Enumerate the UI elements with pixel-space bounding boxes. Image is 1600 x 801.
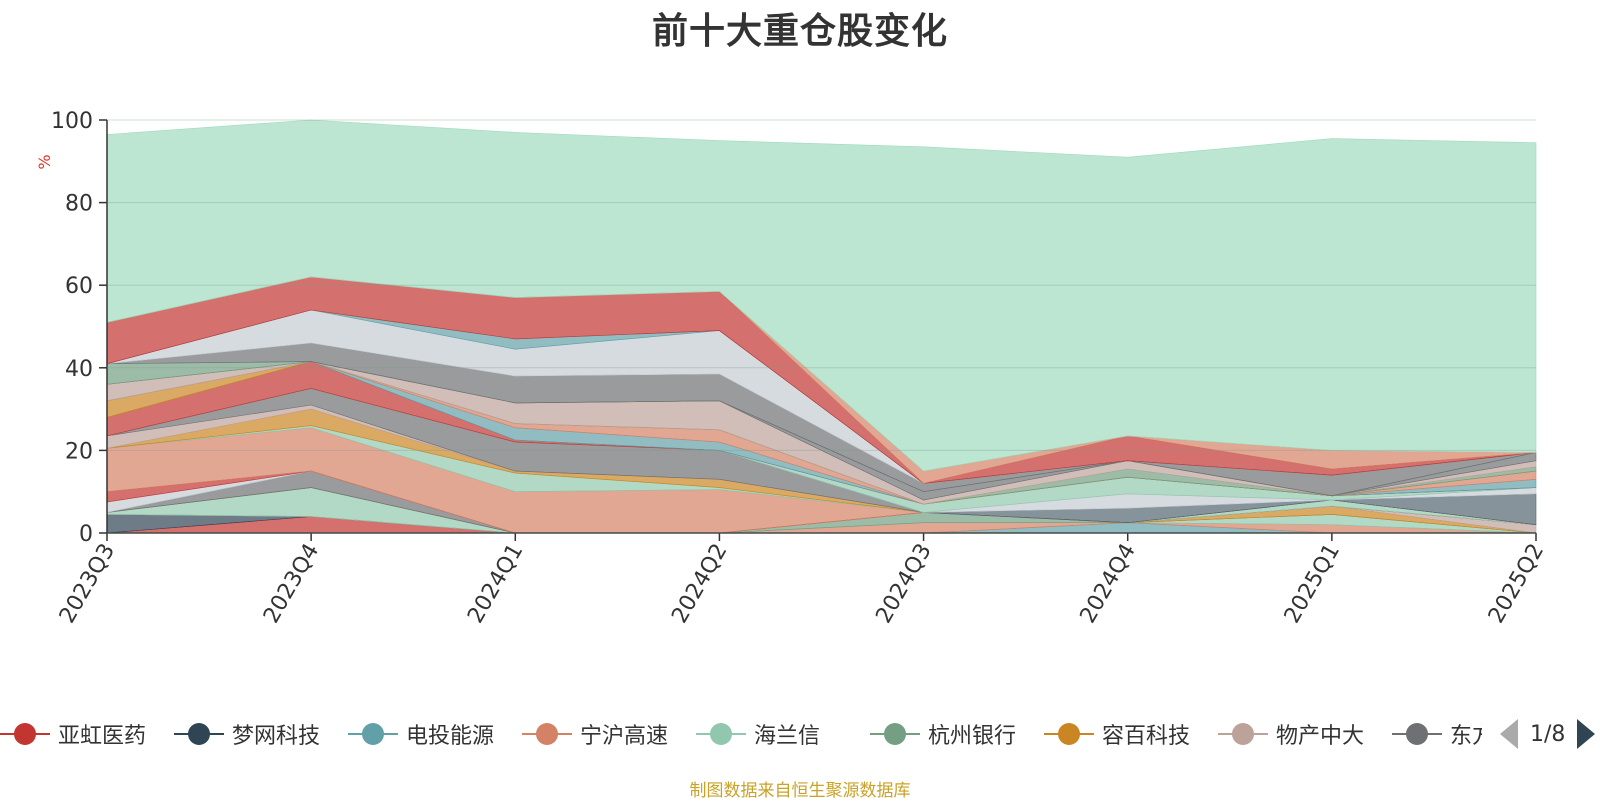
x-tick-label: 2024Q2 [667,540,732,628]
legend-label: 海兰信 [754,724,821,749]
legend-swatch-icon [870,719,920,749]
legend-swatch-icon [1044,719,1094,749]
x-tick-label: 2025Q2 [1484,540,1549,628]
x-tick-label: 2024Q3 [871,540,936,628]
legend-swatch-icon [0,719,50,749]
legend-swatch-icon [522,719,572,749]
legend-swatch-icon [1218,719,1268,749]
source-note: 制图数据来自恒生聚源数据库 [689,781,911,801]
legend-label: 亚虹医药 [58,724,147,749]
legend-item[interactable]: 亚虹医药 [0,714,146,754]
legend-item[interactable]: 物产中大 [1218,714,1364,754]
legend-label: 东方财富 [1450,724,1482,749]
legend-item[interactable]: 电投能源 [348,714,494,754]
legend-swatch-icon [696,719,746,749]
y-tick-label: 0 [79,522,93,547]
legend-item[interactable]: 海兰信 [696,714,820,754]
legend: 亚虹医药梦网科技电投能源宁沪高速海兰信杭州银行容百科技物产中大东方财富其他 [0,714,1600,754]
legend-label: 梦网科技 [232,724,321,749]
x-tick-label: 2023Q4 [259,540,324,628]
legend-item[interactable]: 梦网科技 [174,714,320,754]
legend-page-indicator: 1/8 [1530,721,1566,747]
y-tick-label: 60 [65,274,93,299]
y-axis-unit-label: % [35,154,54,169]
area-series-33 [106,119,1537,472]
area-layer [106,119,1537,534]
stacked-area-chart: 0 20 40 60 80 100% 2023Q3 2023Q4 2024Q1 2024Q2 202… [35,109,1549,628]
legend-label: 物产中大 [1276,724,1365,749]
legend-label: 宁沪高速 [580,724,669,749]
legend-label: 杭州银行 [928,724,1017,749]
x-tick-label: 2024Q4 [1076,540,1141,628]
legend-swatch-icon [174,719,224,749]
x-tick-label: 2025Q1 [1280,540,1345,628]
legend-prev-page-icon[interactable] [1500,719,1518,749]
x-tick-label: 2023Q3 [55,540,120,628]
legend-swatch-icon [348,719,398,749]
legend-label: 电投能源 [406,724,495,749]
legend-item[interactable]: 东方财富 [1392,714,1482,754]
legend-items: 亚虹医药梦网科技电投能源宁沪高速海兰信杭州银行容百科技物产中大东方财富其他 [0,714,1482,754]
legend-swatch-icon [1392,719,1442,749]
legend-next-page-icon[interactable] [1577,719,1596,749]
chart-title: 前十大重仓股变化 [651,11,948,52]
legend-item[interactable]: 容百科技 [1044,714,1190,754]
x-tick-label: 2024Q1 [463,540,528,628]
legend-item[interactable]: 杭州银行 [870,714,1016,754]
legend-label: 容百科技 [1102,724,1191,749]
y-tick-label: 100 [51,109,93,134]
legend-item[interactable]: 宁沪高速 [522,714,668,754]
y-tick-label: 20 [65,439,93,464]
legend-pager: 1/8 [1500,716,1596,752]
y-tick-label: 40 [65,357,93,382]
y-tick-label: 80 [65,192,93,217]
